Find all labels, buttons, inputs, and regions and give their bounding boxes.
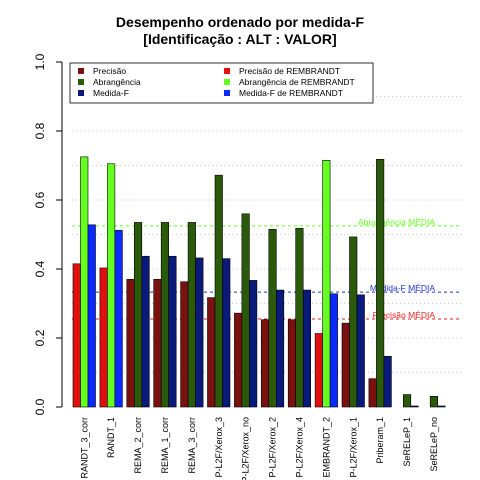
y-tick-label: 0.4 xyxy=(33,260,47,277)
legend-label: Medida-F xyxy=(93,88,129,98)
x-tick-label: P-L2F/Xerox_4 xyxy=(294,417,304,478)
bar-fmeasure xyxy=(383,355,392,408)
legend-swatch xyxy=(224,90,230,96)
bar-precision xyxy=(368,378,377,408)
bar-fmeasure xyxy=(141,255,150,408)
bar-fmeasure xyxy=(195,257,204,408)
legend-label: Abrangência xyxy=(93,77,141,87)
bar-recall xyxy=(214,174,223,408)
y-axis: 0.0 0.2 0.4 0.6 0.8 1.0 xyxy=(33,53,63,415)
bar-precision xyxy=(72,263,81,408)
legend-label: Abrangência de REMBRANDT xyxy=(239,77,355,87)
reference-line-label: Precisão MÉDIA xyxy=(373,310,436,320)
bar-recall xyxy=(268,229,277,408)
chart-subtitle: [Identificação : ALT : VALOR] xyxy=(143,31,336,47)
y-tick-label: 0.0 xyxy=(33,398,47,415)
y-tick-label: 0.2 xyxy=(33,329,47,346)
legend-swatch xyxy=(224,68,230,74)
bar-fmeasure xyxy=(437,405,446,408)
bar-precision xyxy=(341,322,350,408)
bar-precision xyxy=(126,279,135,408)
bar-precision xyxy=(287,319,297,408)
x-tick-label: SeRELeP_no xyxy=(429,417,439,472)
bar-precision xyxy=(180,281,189,408)
chart-title: Desempenho ordenado por medida-F xyxy=(116,14,365,30)
bar-fmeasure xyxy=(302,289,312,408)
bar-recall xyxy=(160,222,169,408)
legend-label: Medida-F de REMBRANDT xyxy=(239,88,343,98)
bar-precision xyxy=(99,267,108,408)
x-tick-label: RANDT_1 xyxy=(106,417,116,458)
legend-label: Precisão xyxy=(93,66,126,76)
reference-lines: Abrangência MÉDIA Medida-F MÉDIA Precisão … xyxy=(72,217,462,320)
x-tick-label: SeRELeP_1 xyxy=(402,417,412,467)
bar-fmeasure xyxy=(87,224,96,408)
legend-swatch xyxy=(78,79,84,85)
bars xyxy=(72,156,446,408)
y-tick-label: 0.8 xyxy=(33,122,47,139)
y-tick-label: 0.6 xyxy=(33,191,47,208)
x-tick-label: REMA_2_corr xyxy=(133,417,143,474)
bar-recall xyxy=(80,156,89,408)
bar-recall xyxy=(376,158,385,408)
bar-fmeasure xyxy=(249,280,258,408)
bar-recall xyxy=(402,394,412,408)
bar-recall xyxy=(241,213,250,408)
bar-recall xyxy=(134,222,143,408)
y-tick-label: 1.0 xyxy=(33,53,47,70)
bar-fmeasure xyxy=(356,294,365,408)
x-tick-label: RANDT_3_corr xyxy=(79,417,89,479)
bar-precision xyxy=(153,279,162,408)
x-tick-label: REMA_3_corr xyxy=(187,417,197,474)
x-tick-label: P-L2F/Xerox_1 xyxy=(348,417,358,478)
bar-recall xyxy=(429,396,439,408)
bar-precision xyxy=(314,333,323,408)
bar-recall xyxy=(349,236,358,408)
bar-recall xyxy=(187,222,196,408)
x-tick-label: P-L2F/Xerox_3 xyxy=(214,417,224,478)
bar-recall xyxy=(295,227,304,408)
bar-recall xyxy=(322,160,331,408)
bar-precision xyxy=(234,312,243,408)
legend-swatch xyxy=(78,68,84,74)
bar-precision xyxy=(207,297,216,408)
x-tick-label: P-L2F/Xerox_no xyxy=(241,417,251,480)
legend-label: Precisão de REMBRANDT xyxy=(239,66,340,76)
reference-line-label: Abrangência MÉDIA xyxy=(358,217,435,227)
x-tick-label: Priberam_1 xyxy=(375,417,385,464)
bar-fmeasure xyxy=(222,258,231,408)
legend-swatch xyxy=(224,79,230,85)
reference-line-label: Medida-F MÉDIA xyxy=(370,283,436,293)
legend-swatch xyxy=(78,90,84,96)
bar-recall xyxy=(107,163,116,408)
x-axis-labels: RANDT_3_corr RANDT_1 REMA_2_corr REMA_1_cor… xyxy=(79,417,439,480)
bar-fmeasure xyxy=(114,230,123,408)
x-tick-label: EMBRANDT_2 xyxy=(321,417,331,478)
bar-fmeasure xyxy=(275,289,285,408)
x-tick-label: P-L2F/Xerox_2 xyxy=(268,417,278,478)
legend-box xyxy=(69,62,374,104)
x-tick-label: REMA_1_corr xyxy=(160,417,170,474)
bar-precision xyxy=(260,319,270,408)
bar-fmeasure xyxy=(168,255,177,408)
bar-fmeasure xyxy=(410,405,419,408)
bar-fmeasure xyxy=(329,293,338,408)
